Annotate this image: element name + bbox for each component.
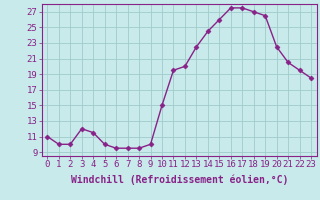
- X-axis label: Windchill (Refroidissement éolien,°C): Windchill (Refroidissement éolien,°C): [70, 175, 288, 185]
